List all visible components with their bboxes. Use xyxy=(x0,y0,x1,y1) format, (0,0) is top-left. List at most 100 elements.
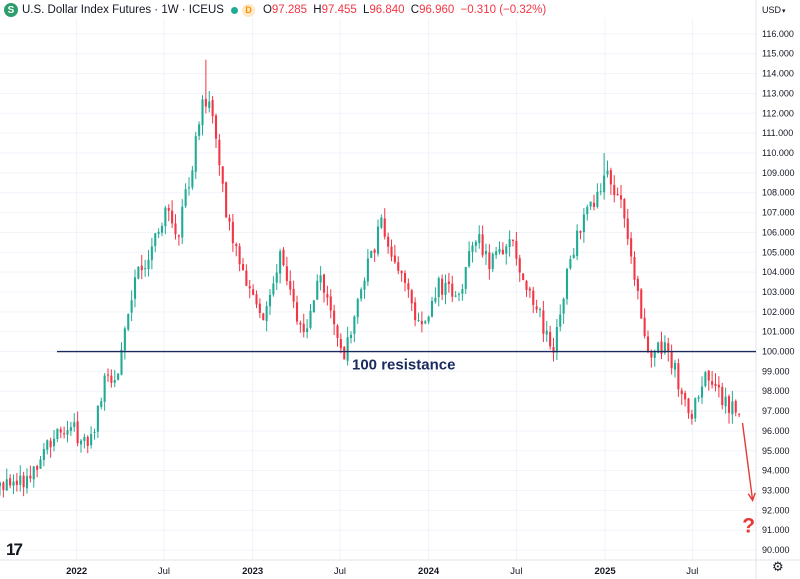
candle-body-200 xyxy=(673,363,677,370)
candle-body-138 xyxy=(464,267,467,289)
candle-body-3 xyxy=(9,478,12,486)
candle-body-205 xyxy=(690,413,693,419)
candle-body-44 xyxy=(147,259,150,270)
candle-body-169 xyxy=(569,259,572,269)
candle-body-42 xyxy=(140,265,143,271)
candle-body-218 xyxy=(734,401,737,413)
candle-body-188 xyxy=(633,256,636,280)
candle-body-15 xyxy=(49,440,52,448)
close-label: C xyxy=(410,4,420,16)
candle-body-27 xyxy=(90,434,93,446)
candle-body-39 xyxy=(130,300,133,313)
candle-body-99 xyxy=(333,310,336,325)
forecast-arrow-head-icon xyxy=(747,492,756,503)
candle-body-175 xyxy=(589,201,592,207)
candle-body-198 xyxy=(667,343,670,353)
forecast-question-mark: ? xyxy=(742,514,755,537)
candle-body-148 xyxy=(498,248,501,253)
candle-body-147 xyxy=(495,251,498,256)
candle-body-16 xyxy=(52,438,56,447)
close-value: 96.960 xyxy=(419,4,455,16)
candle-body-24 xyxy=(79,440,83,445)
y-tick-label-16: 106.000 xyxy=(762,227,795,237)
delayed-data-badge[interactable]: D xyxy=(241,3,255,17)
candle-body-17 xyxy=(56,428,59,440)
candle-body-178 xyxy=(599,191,602,193)
candle-body-185 xyxy=(623,198,626,219)
candle-body-106 xyxy=(356,299,359,318)
candle-body-207 xyxy=(697,397,700,399)
candle-body-55 xyxy=(184,189,187,207)
candle-body-156 xyxy=(525,280,528,290)
candle-body-119 xyxy=(400,270,403,274)
candle-body-33 xyxy=(110,375,113,383)
candle-body-160 xyxy=(538,309,542,311)
y-tick-label-10: 100.000 xyxy=(762,347,795,357)
gear-icon[interactable]: ⚙ xyxy=(772,559,784,574)
symbol-logo-icon[interactable]: S xyxy=(4,3,18,17)
candle-body-120 xyxy=(403,273,407,283)
candle-body-140 xyxy=(471,245,474,252)
candle-body-196 xyxy=(660,341,663,354)
candle-body-38 xyxy=(127,313,130,330)
candle-body-208 xyxy=(700,386,704,398)
candle-body-28 xyxy=(93,431,96,433)
candle-body-47 xyxy=(157,231,160,234)
candle-body-163 xyxy=(549,331,552,347)
symbol-title[interactable]: U.S. Dollar Index Futures · 1W · ICEUS xyxy=(22,4,224,16)
candle-body-209 xyxy=(704,372,707,387)
y-tick-label-25: 115.000 xyxy=(762,49,794,59)
candle-body-133 xyxy=(447,281,450,284)
candle-body-73 xyxy=(245,270,248,286)
candle-body-145 xyxy=(488,252,491,270)
candle-body-203 xyxy=(684,393,687,400)
currency-label: USD xyxy=(762,5,782,15)
y-tick-label-19: 109.000 xyxy=(762,168,795,178)
candle-body-98 xyxy=(329,296,332,311)
y-tick-label-0: 90.000 xyxy=(762,545,790,555)
tradingview-logo[interactable]: 17 xyxy=(6,540,23,559)
chevron-down-icon: ▾ xyxy=(782,8,786,15)
candle-body-22 xyxy=(73,422,76,427)
market-status-dot-icon[interactable] xyxy=(230,6,238,14)
candle-body-159 xyxy=(535,306,538,310)
candle-body-58 xyxy=(194,136,197,172)
candle-body-78 xyxy=(262,313,265,320)
candle-body-95 xyxy=(319,275,322,283)
candle-body-40 xyxy=(133,277,137,299)
candle-body-29 xyxy=(96,406,99,432)
candle-body-168 xyxy=(565,268,569,299)
candle-body-5 xyxy=(15,480,18,485)
open-label: O xyxy=(262,4,272,16)
candle-body-191 xyxy=(643,317,646,337)
currency-selector[interactable]: USD▾ xyxy=(762,5,786,15)
candle-body-49 xyxy=(164,207,167,227)
candle-body-213 xyxy=(717,384,720,388)
y-tick-label-21: 111.000 xyxy=(762,128,793,138)
candle-body-109 xyxy=(366,258,369,282)
candle-body-151 xyxy=(508,239,511,247)
candle-body-110 xyxy=(370,250,373,258)
candle-body-91 xyxy=(306,328,309,333)
y-tick-label-14: 104.000 xyxy=(762,267,795,277)
candle-body-79 xyxy=(265,306,268,321)
candle-body-164 xyxy=(552,346,555,353)
candle-body-165 xyxy=(555,327,558,353)
candle-body-124 xyxy=(417,320,420,322)
candle-body-126 xyxy=(424,321,427,324)
candle-body-176 xyxy=(592,202,596,207)
candle-body-80 xyxy=(268,294,272,307)
candle-body-74 xyxy=(248,286,251,289)
y-tick-label-11: 101.000 xyxy=(762,327,795,337)
candle-body-219 xyxy=(738,413,741,415)
candle-body-7 xyxy=(22,475,25,488)
candle-body-8 xyxy=(25,476,29,489)
candle-body-96 xyxy=(322,274,326,293)
candle-body-108 xyxy=(363,280,366,290)
y-tick-label-2: 92.000 xyxy=(762,505,790,515)
candle-body-199 xyxy=(670,351,673,369)
candle-body-34 xyxy=(113,380,116,383)
candle-body-87 xyxy=(292,288,295,302)
candle-body-158 xyxy=(532,290,535,305)
